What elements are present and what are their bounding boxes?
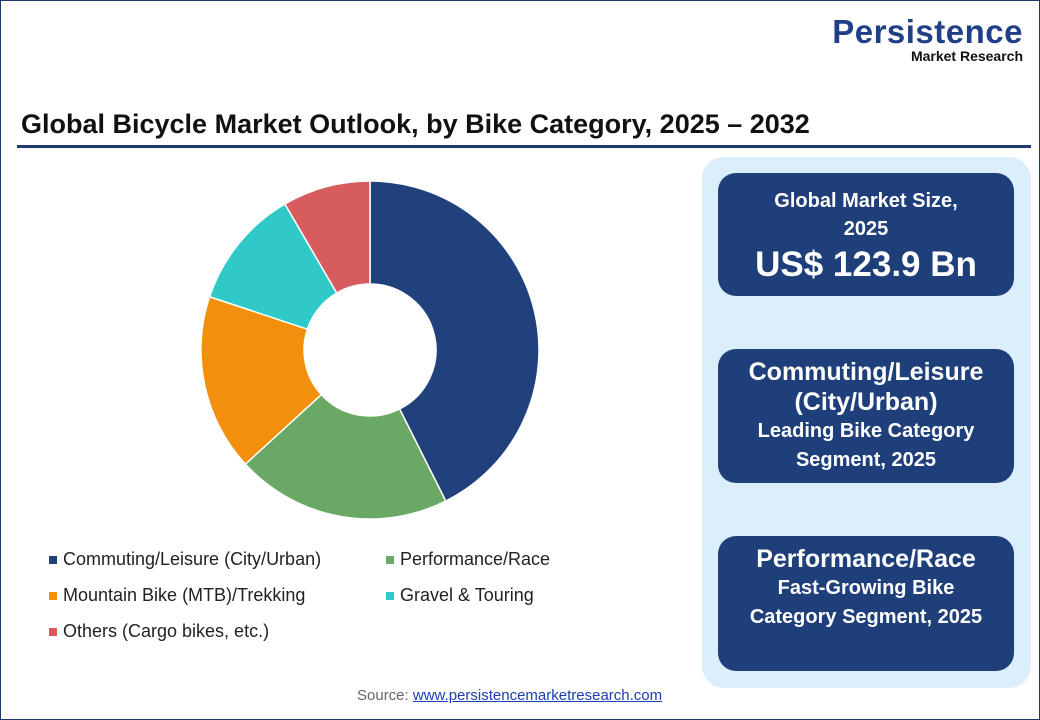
key-stats-panel: Global Market Size, 2025 US$ 123.9 Bn Co…	[702, 157, 1031, 688]
legend-swatch	[49, 592, 57, 601]
legend-swatch	[49, 556, 57, 565]
title-divider	[17, 145, 1031, 148]
legend-swatch	[49, 628, 57, 637]
donut-slice	[200, 295, 323, 466]
legend-label: Performance/Race	[400, 549, 551, 569]
logo-name: Persistence	[832, 13, 1023, 50]
fast-growing-segment-card: Performance/Race Fast-Growing Bike Categ…	[718, 536, 1014, 671]
chart-title: Global Bicycle Market Outlook, by Bike C…	[21, 109, 810, 139]
market-size-card: Global Market Size, 2025 US$ 123.9 Bn	[718, 173, 1014, 296]
card-label: Fast-Growing Bike Category Segment, 2025	[749, 577, 983, 628]
card-label: Leading Bike Category Segment, 2025	[757, 420, 975, 471]
legend-item: Commuting/Leisure (City/Urban)	[49, 549, 321, 570]
donut-slice	[283, 180, 371, 295]
legend-swatch	[386, 556, 394, 565]
logo-subtitle: Market Research	[910, 48, 1023, 64]
donut-chart	[200, 180, 540, 520]
legend-label: Others (Cargo bikes, etc.)	[63, 621, 270, 641]
card-highlight: Commuting/Leisure (City/Urban)	[748, 358, 984, 416]
card-label: Global Market Size, 2025	[774, 190, 958, 240]
legend-label: Gravel & Touring	[400, 585, 534, 605]
card-value: US$ 123.9 Bn	[755, 245, 977, 284]
legend-item: Mountain Bike (MTB)/Trekking	[49, 585, 305, 606]
source-prefix: Source:	[357, 687, 413, 704]
source-note: Source: www.persistencemarketresearch.co…	[357, 687, 662, 704]
legend-item: Others (Cargo bikes, etc.)	[49, 621, 269, 642]
legend-label: Commuting/Leisure (City/Urban)	[63, 549, 322, 569]
card-highlight: Performance/Race	[756, 545, 976, 573]
source-link[interactable]: www.persistencemarketresearch.com	[412, 687, 663, 704]
donut-slice	[369, 180, 540, 503]
legend-swatch	[386, 592, 394, 601]
legend-label: Mountain Bike (MTB)/Trekking	[63, 585, 306, 605]
donut-slice	[244, 393, 447, 520]
legend-item: Performance/Race	[386, 549, 550, 570]
legend-item: Gravel & Touring	[386, 585, 534, 606]
leading-segment-card: Commuting/Leisure (City/Urban) Leading B…	[718, 349, 1014, 483]
company-logo: Persistence Market Research	[832, 13, 1023, 64]
